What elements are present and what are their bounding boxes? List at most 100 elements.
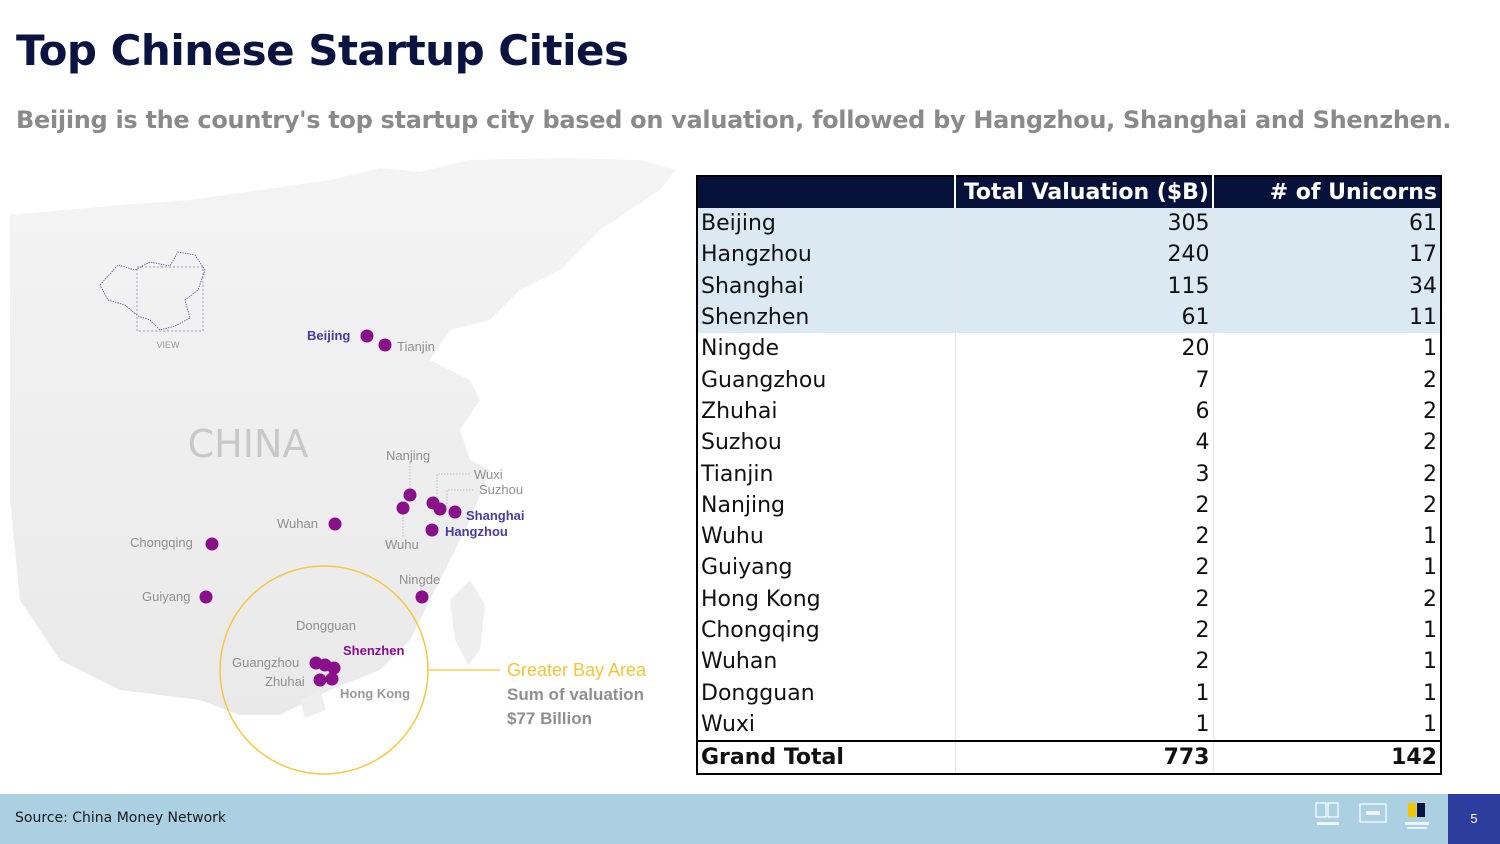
table-row: Chongqing 2 1 [697, 614, 1441, 647]
header-valuation: Total Valuation ($B) [955, 176, 1214, 208]
cell-city: Wuhu [697, 520, 956, 553]
label-suzhou: Suzhou [479, 482, 523, 497]
cell-valuation: 7 [955, 364, 1214, 396]
table-row: Guiyang 2 1 [697, 552, 1441, 584]
cell-unicorns: 2 [1423, 461, 1437, 487]
cell-unicorns: 1 [1423, 711, 1437, 737]
cell-valuation: 1 [955, 677, 1214, 709]
grand-total-row: Grand Total 773 142 [697, 739, 1441, 774]
page-subtitle: Beijing is the country's top startup cit… [16, 106, 1452, 134]
cell-unicorns: 11 [1213, 301, 1441, 334]
label-chongqing: Chongqing [130, 535, 193, 550]
table-row: Wuhu 2 1 [697, 520, 1441, 553]
cell-city: Suzhou [697, 427, 956, 459]
page-title: Top Chinese Startup Cities [16, 26, 629, 75]
partner-logo-1 [1315, 802, 1339, 825]
table-row: Dongguan 1 1 [697, 677, 1441, 709]
shenzhen-dot [327, 661, 341, 675]
cell-city: Shanghai [697, 270, 956, 302]
cell-city: Shenzhen [697, 301, 956, 334]
footer: Source: China Money Network 5 [0, 794, 1500, 844]
label-tianjin: Tianjin [397, 339, 435, 354]
cell-valuation: 2 [955, 552, 1214, 584]
zhuhai-dot [313, 673, 327, 687]
startup-cities-table: Total Valuation ($B) # of Unicorns Beiji… [696, 175, 1442, 775]
cell-valuation: 2 [955, 646, 1214, 678]
cell-valuation: 2 [955, 614, 1214, 647]
tianjin-dot [378, 338, 392, 352]
country-label: CHINA [188, 422, 309, 466]
cell-unicorns: 1 [1423, 555, 1437, 581]
inset-label: VIEW [156, 340, 180, 350]
inset-map: VIEW [99, 251, 206, 350]
cell-city: Wuhan [697, 646, 956, 678]
cell-unicorns: 1 [1423, 680, 1437, 706]
suzhou-dot [433, 502, 447, 516]
cell-unicorns: 34 [1213, 270, 1441, 302]
label-guangzhou: Guangzhou [232, 655, 299, 670]
cell-unicorns: 61 [1213, 208, 1441, 240]
label-wuhu: Wuhu [385, 537, 419, 552]
cell-valuation: 20 [955, 333, 1214, 365]
cell-unicorns: 2 [1423, 430, 1437, 456]
cell-city: Hong Kong [697, 583, 956, 615]
cell-valuation: 1 [955, 708, 1214, 741]
partner-logo-2 [1359, 803, 1387, 823]
table-row: Suzhou 4 2 [697, 427, 1441, 459]
cell-unicorns: 1 [1423, 649, 1437, 675]
table-row: Wuxi 1 1 [697, 708, 1441, 741]
cell-unicorns: 2 [1423, 586, 1437, 612]
cell-city: Beijing [697, 208, 956, 240]
cell-valuation: 3 [955, 458, 1214, 490]
cell-unicorns: 2 [1423, 398, 1437, 424]
cell-valuation: 305 [955, 208, 1214, 240]
cell-unicorns: 17 [1213, 239, 1441, 271]
header-unicorns: # of Unicorns [1213, 176, 1441, 208]
label-beijing: Beijing [307, 328, 350, 343]
hongkong-dot [325, 672, 339, 686]
table-row: Ningde 20 1 [697, 333, 1441, 365]
shanghai-dot [448, 505, 462, 519]
header-city [697, 176, 956, 208]
cell-city: Dongguan [697, 677, 956, 709]
cell-city: Chongqing [697, 614, 956, 647]
table-row: Hangzhou 240 17 [697, 239, 1441, 271]
label-guiyang: Guiyang [142, 589, 190, 604]
hangzhou-dot [425, 523, 439, 537]
cell-unicorns: 1 [1423, 618, 1437, 643]
table-row: Shenzhen 61 11 [697, 301, 1441, 334]
cell-valuation: 61 [955, 301, 1214, 334]
guiyang-dot [199, 590, 213, 604]
chongqing-dot [205, 537, 219, 551]
label-hongkong: Hong Kong [340, 686, 410, 701]
ningde-dot [415, 590, 429, 604]
cell-unicorns: 1 [1423, 524, 1437, 550]
table-row: Beijing 305 61 [697, 208, 1441, 240]
gba-title: Greater Bay Area [507, 660, 647, 680]
label-wuhan: Wuhan [277, 516, 318, 531]
cell-city: Ningde [697, 333, 956, 365]
china-map: VIEW CHINA Beijing Tianjin Nanjing [10, 158, 676, 775]
cell-valuation: 2 [955, 583, 1214, 615]
cell-valuation: 115 [955, 270, 1214, 302]
label-shenzhen: Shenzhen [343, 643, 404, 658]
cell-valuation: 2 [955, 520, 1214, 553]
wuhu-dot [396, 501, 410, 515]
land-shape [10, 158, 676, 715]
page-number: 5 [1448, 794, 1500, 844]
table-row: Shanghai 115 34 [697, 270, 1441, 302]
cell-valuation: 6 [955, 395, 1214, 428]
source-note: Source: China Money Network [15, 810, 227, 826]
cell-valuation: 240 [955, 239, 1214, 271]
table-row: Zhuhai 6 2 [697, 395, 1441, 428]
wuhan-dot [328, 517, 342, 531]
nanjing-dot [403, 488, 417, 502]
table-row: Wuhan 2 1 [697, 646, 1441, 678]
total-unicorns: 142 [1213, 739, 1441, 774]
cell-city: Guiyang [697, 552, 956, 584]
table-row: Hong Kong 2 2 [697, 583, 1441, 615]
label-wuxi: Wuxi [474, 467, 503, 482]
cell-city: Guangzhou [697, 364, 956, 396]
label-dongguan: Dongguan [296, 618, 356, 633]
label-nanjing: Nanjing [386, 448, 430, 463]
